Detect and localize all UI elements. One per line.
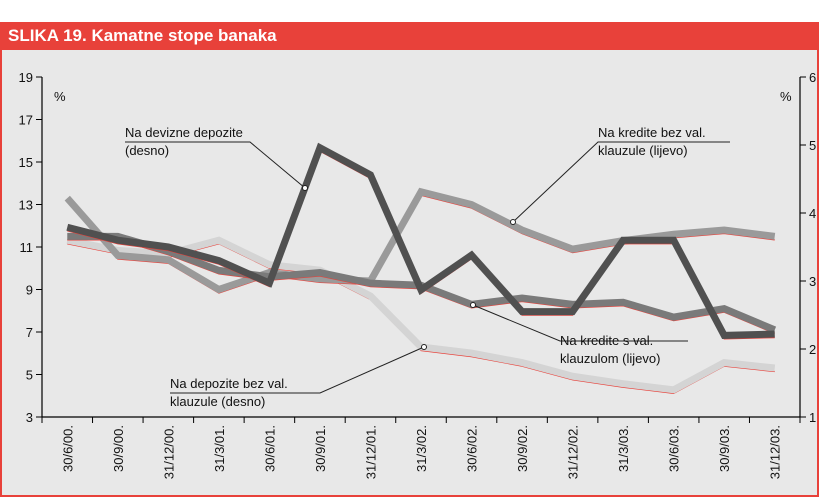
x-tick-label: 31/3/02. bbox=[414, 425, 429, 472]
series-line bbox=[66, 142, 775, 339]
x-tick-label: 31/3/03. bbox=[616, 425, 631, 472]
y-tick-label: 3 bbox=[26, 410, 33, 425]
y2-tick-label: 3 bbox=[809, 274, 816, 289]
y-tick-label: 7 bbox=[26, 325, 33, 340]
x-tick-label: 30/9/01. bbox=[313, 425, 328, 472]
series-line bbox=[64, 187, 776, 294]
y-tick-label: 17 bbox=[19, 113, 33, 128]
y-tick-label: 5 bbox=[26, 368, 33, 383]
x-tick-label: 31/3/01. bbox=[212, 425, 227, 472]
x-tick-label: 30/6/02. bbox=[465, 425, 480, 472]
x-tick-label: 31/12/00. bbox=[161, 425, 176, 479]
header-band bbox=[0, 22, 819, 49]
leader-dot bbox=[421, 344, 427, 350]
y2-tick-label: 6 bbox=[809, 70, 816, 85]
leader-line bbox=[170, 346, 425, 394]
y-tick-label: 19 bbox=[19, 70, 33, 85]
leader-dot bbox=[470, 302, 476, 308]
leader-dot bbox=[510, 219, 516, 225]
x-tick-label: 31/12/01. bbox=[363, 425, 378, 479]
y2-tick-label: 1 bbox=[809, 410, 816, 425]
leader-dot bbox=[302, 185, 308, 191]
chart-background bbox=[0, 48, 819, 497]
y2-axis-label: % bbox=[780, 89, 792, 104]
x-tick-label: 30/9/02. bbox=[515, 425, 530, 472]
series-label: Na kredite s val. klauzulom (lijevo) bbox=[560, 333, 661, 366]
leader-line bbox=[472, 304, 688, 342]
leader-line bbox=[125, 141, 306, 189]
y2-tick-label: 4 bbox=[809, 206, 816, 221]
y-tick-label: 9 bbox=[26, 283, 33, 298]
y-axis-label: % bbox=[54, 89, 66, 104]
y2-tick-label: 2 bbox=[809, 342, 816, 357]
series-label: Na kredite bez val. klauzule (lijevo) bbox=[598, 125, 706, 158]
x-tick-label: 31/12/03. bbox=[768, 425, 783, 479]
x-tick-label: 30/6/03. bbox=[667, 425, 682, 472]
x-tick-label: 30/9/00. bbox=[111, 425, 126, 472]
y2-tick-label: 5 bbox=[809, 138, 816, 153]
y-tick-label: 15 bbox=[19, 155, 33, 170]
series-label: Na devizne depozite (desno) bbox=[125, 125, 243, 158]
leader-line bbox=[512, 141, 730, 223]
leader-lines bbox=[125, 141, 730, 394]
x-tick-label: 30/6/01. bbox=[262, 425, 277, 472]
series-label: Na depozite bez val. klauzule (desno) bbox=[170, 376, 288, 409]
y-tick-label: 13 bbox=[19, 198, 33, 213]
x-tick-label: 30/6/00. bbox=[60, 425, 75, 472]
chart-title: SLIKA 19. Kamatne stope banaka bbox=[8, 26, 277, 45]
y-tick-label: 11 bbox=[20, 240, 34, 255]
x-tick-label: 31/12/02. bbox=[566, 425, 581, 479]
x-tick-label: 30/9/03. bbox=[717, 425, 732, 472]
